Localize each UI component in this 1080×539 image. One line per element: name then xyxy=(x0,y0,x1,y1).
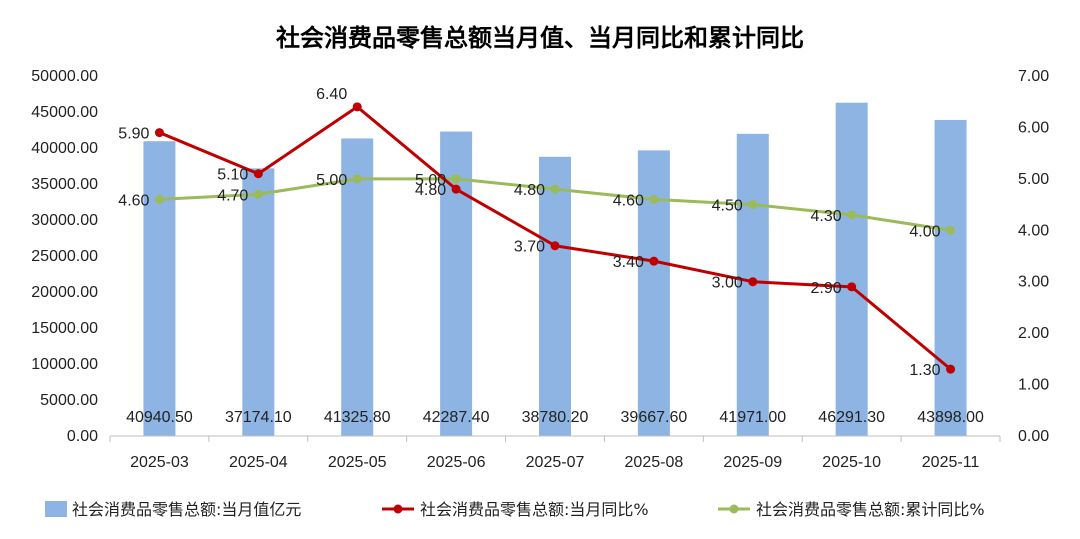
series-point xyxy=(748,277,758,287)
legend-label: 社会消费品零售总额:当月同比% xyxy=(420,500,649,519)
legend-label: 社会消费品零售总额:累计同比% xyxy=(756,500,985,519)
y-left-tick-label: 0.00 xyxy=(67,428,98,445)
series-point xyxy=(154,128,164,138)
x-tick-label: 2025-10 xyxy=(822,454,881,471)
y-right-tick-label: 3.00 xyxy=(1018,274,1049,291)
line-value-label: 6.40 xyxy=(316,86,347,103)
y-left-tick-label: 50000.00 xyxy=(31,68,98,85)
line-value-label: 3.00 xyxy=(712,275,743,292)
y-left-tick-label: 40000.00 xyxy=(31,140,98,157)
bar-value-label: 39667.60 xyxy=(621,409,688,426)
y-left-tick-label: 20000.00 xyxy=(31,284,98,301)
series-point xyxy=(253,169,263,179)
legend: 社会消费品零售总额:当月值亿元 社会消费品零售总额:当月同比% 社会消费品零售总额:… xyxy=(45,500,985,519)
y-left-tick-label: 45000.00 xyxy=(31,104,98,121)
series-point xyxy=(451,174,461,184)
y-right-tick-label: 7.00 xyxy=(1018,68,1049,85)
series-point xyxy=(649,194,659,204)
line-value-label: 4.70 xyxy=(217,187,248,204)
y-right-tick-label: 6.00 xyxy=(1018,119,1049,136)
series-point xyxy=(550,184,560,194)
series-point xyxy=(847,282,857,292)
x-tick-label: 2025-09 xyxy=(723,454,782,471)
legend-swatch-marker xyxy=(729,504,739,514)
bar-value-label: 41971.00 xyxy=(719,409,786,426)
x-tick-label: 2025-07 xyxy=(526,454,585,471)
bar-value-label: 42287.40 xyxy=(423,409,490,426)
bar xyxy=(539,156,571,436)
bar-value-label: 43898.00 xyxy=(917,409,984,426)
line-value-label: 4.60 xyxy=(613,192,644,209)
x-tick-label: 2025-03 xyxy=(130,454,189,471)
x-tick-label: 2025-11 xyxy=(922,454,980,471)
series-point xyxy=(946,364,956,374)
x-tick-label: 2025-04 xyxy=(229,454,288,471)
line-value-label: 3.40 xyxy=(613,254,644,271)
line-value-label: 1.30 xyxy=(909,362,940,379)
x-tick-label: 2025-06 xyxy=(427,454,486,471)
bar xyxy=(934,119,967,437)
series-point xyxy=(847,210,857,220)
line-value-label: 4.60 xyxy=(118,192,149,209)
line-value-label: 3.70 xyxy=(514,239,545,256)
x-tick-label: 2025-08 xyxy=(625,454,684,471)
line-value-label: 4.30 xyxy=(811,208,842,225)
y-right-tick-label: 1.00 xyxy=(1018,377,1049,394)
series-point xyxy=(352,174,362,184)
y-right-tick-label: 2.00 xyxy=(1018,325,1049,342)
bar-value-label: 46291.30 xyxy=(818,409,885,426)
bar-value-label: 37174.10 xyxy=(225,409,292,426)
line-value-label: 5.10 xyxy=(217,167,248,184)
line-value-label: 4.50 xyxy=(712,198,743,215)
bar-value-label: 38780.20 xyxy=(522,409,589,426)
y-left-tick-label: 35000.00 xyxy=(31,176,98,193)
series-point xyxy=(748,200,758,210)
plot-area: 0.00 5000.00 10000.00 15000.00 20000.00 25000… xyxy=(31,68,1049,471)
line-value-label: 4.80 xyxy=(514,182,545,199)
series-point xyxy=(154,194,164,204)
line-value-label: 4.00 xyxy=(909,223,940,240)
line-value-label: 5.00 xyxy=(316,172,347,189)
legend-swatch-bar xyxy=(45,501,67,517)
series-point xyxy=(451,184,461,194)
y-right-tick-label: 4.00 xyxy=(1018,222,1049,239)
legend-swatch-marker xyxy=(393,504,403,514)
y-left-tick-label: 10000.00 xyxy=(31,356,98,373)
bar xyxy=(835,102,868,436)
line-value-label: 5.90 xyxy=(118,126,149,143)
y-left-tick-label: 30000.00 xyxy=(31,212,98,229)
y-left-tick-label: 15000.00 xyxy=(31,320,98,337)
bar-value-label: 40940.50 xyxy=(126,409,193,426)
y-left-tick-label: 5000.00 xyxy=(40,392,98,409)
legend-label: 社会消费品零售总额:当月值亿元 xyxy=(72,500,301,519)
bar-value-label: 41325.80 xyxy=(324,409,391,426)
line-value-label: 4.80 xyxy=(415,182,446,199)
bar xyxy=(242,168,275,436)
y-left-tick-label: 25000.00 xyxy=(31,248,98,265)
bar xyxy=(143,141,176,436)
line-value-label: 2.90 xyxy=(811,280,842,297)
series-point xyxy=(352,102,362,112)
y-right-tick-label: 0.00 xyxy=(1018,428,1049,445)
series-point xyxy=(253,189,263,199)
x-tick-label: 2025-05 xyxy=(328,454,387,471)
bar xyxy=(341,138,374,437)
series-point xyxy=(946,225,956,235)
series-point xyxy=(550,241,560,251)
chart-title: 社会消费品零售总额当月值、当月同比和累计同比 xyxy=(276,24,804,52)
y-right-tick-label: 5.00 xyxy=(1018,171,1049,188)
line-value-label: 5.00 xyxy=(415,172,446,189)
series-point xyxy=(649,256,659,266)
